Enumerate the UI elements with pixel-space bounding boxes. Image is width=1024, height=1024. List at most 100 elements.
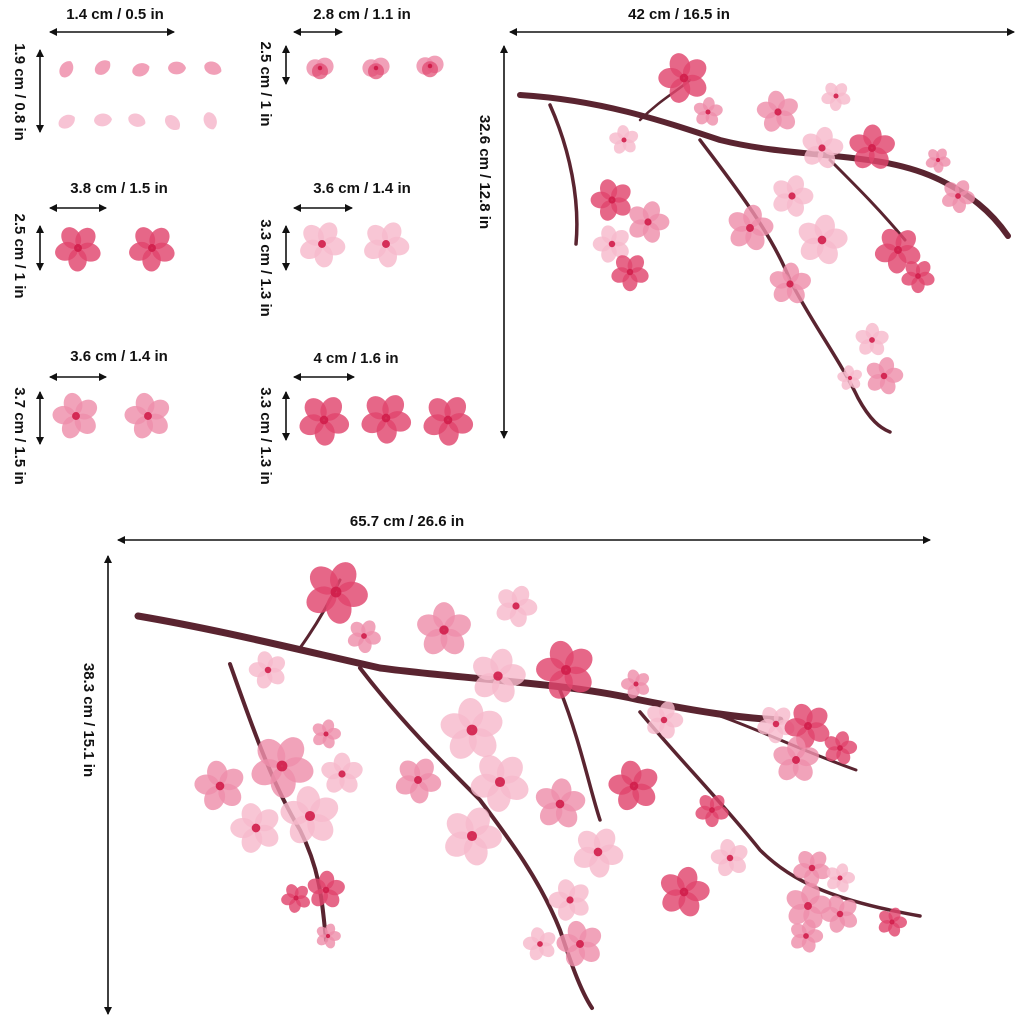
small-blossom-icon — [129, 227, 175, 272]
small-branch-height-label: 32.6 cm / 12.8 in — [476, 114, 493, 230]
cherry-blossom-branch-icon — [798, 214, 848, 265]
cherry-blossom-branch-icon — [251, 737, 314, 799]
pale-blossom-icon — [300, 222, 346, 268]
cherry-blossom-branch-icon — [629, 201, 670, 243]
small-branch-twig — [548, 103, 579, 246]
cherry-blossom-branch-icon — [445, 807, 502, 866]
bright-blossom-icon — [361, 395, 412, 444]
cherry-blossom-branch-icon — [496, 585, 538, 628]
small-flowers-width-label: 3.8 cm / 1.5 in — [70, 180, 168, 197]
cherry-blossom-branch-icon — [609, 125, 639, 154]
cherry-blossom-branch-icon — [693, 97, 723, 126]
cherry-blossom-branch-icon — [647, 701, 684, 739]
cherry-blossom-branch-icon — [802, 126, 844, 169]
cherry-blossom-branch-icon — [556, 920, 602, 967]
cherry-blossom-branch-icon — [658, 53, 707, 103]
cherry-blossom-branch-icon — [874, 228, 921, 274]
cherry-blossom-branch-icon — [821, 82, 851, 111]
blossom-bud-icon — [306, 57, 334, 80]
cherry-blossom-branch-icon — [306, 562, 368, 624]
cherry-blossom-branch-icon — [611, 255, 649, 292]
pale-flowers-width-label: 3.6 cm / 1.4 in — [313, 180, 411, 197]
cherry-blossom-branch-icon — [820, 895, 858, 933]
flowers-layer — [52, 53, 975, 967]
cherry-blossom-branch-icon — [347, 620, 381, 654]
cherry-blossom-branch-icon — [837, 365, 862, 390]
pale-blossom-icon — [364, 222, 410, 268]
cherry-blossom-branch-icon — [855, 322, 889, 356]
loose-petal-icon — [203, 112, 217, 130]
loose-petal-icon — [128, 113, 146, 127]
light-flowers-height-label: 3.7 cm / 1.5 in — [11, 387, 28, 485]
large-branch-height-label: 38.3 cm / 15.1 in — [80, 662, 97, 778]
bright-flowers-width-label: 4 cm / 1.6 in — [313, 350, 399, 367]
cherry-blossom-branch-icon — [849, 124, 895, 169]
cherry-blossom-branch-icon — [316, 923, 341, 949]
cherry-blossom-branch-icon — [312, 719, 341, 749]
cherry-blossom-branch-icon — [793, 850, 831, 888]
cherry-blossom-branch-icon — [866, 357, 904, 395]
cherry-blossom-branch-icon — [710, 839, 748, 877]
cherry-blossom-branch-icon — [535, 778, 586, 828]
cherry-blossom-branch-icon — [784, 703, 830, 750]
cherry-blossom-branch-icon — [307, 870, 345, 908]
large-branch-twig — [718, 714, 858, 772]
loose-petal-icon — [168, 61, 186, 75]
loose-petal-icon — [59, 61, 74, 78]
blossom-bud-icon — [416, 55, 444, 78]
pale-flowers-height-label: 3.3 cm / 1.3 in — [257, 219, 274, 317]
cherry-blossom-branch-icon — [791, 919, 824, 953]
dimension-arrows — [36, 28, 1015, 1015]
cherry-blossom-branch-icon — [728, 204, 774, 251]
cherry-blossom-branch-icon — [230, 803, 279, 853]
large-branch-twig — [558, 688, 602, 822]
cherry-blossom-branch-icon — [592, 225, 629, 263]
cherry-blossom-branch-icon — [440, 697, 503, 759]
cherry-blossom-branch-icon — [281, 884, 310, 913]
cherry-blossom-branch-icon — [756, 90, 798, 132]
cherry-blossom-branch-icon — [608, 760, 658, 811]
cherry-blossom-branch-icon — [548, 879, 589, 921]
small-branch-twig — [698, 138, 892, 434]
petals-height-label: 1.9 cm / 0.8 in — [11, 43, 28, 141]
loose-petal-icon — [58, 114, 75, 129]
cherry-blossom-branch-icon — [878, 907, 907, 937]
cherry-blossom-branch-icon — [901, 261, 935, 294]
cherry-blossom-branch-icon — [321, 752, 363, 793]
cherry-blossom-branch-icon — [280, 786, 339, 844]
cherry-blossom-branch-icon — [773, 175, 814, 217]
large-branch-width-label: 65.7 cm / 26.6 in — [349, 513, 465, 530]
cherry-blossom-branch-icon — [573, 828, 624, 878]
loose-petal-icon — [204, 61, 222, 75]
buds-height-label: 2.5 cm / 1 in — [257, 41, 274, 127]
cherry-blossom-branch-icon — [695, 795, 729, 828]
bright-blossom-icon — [423, 397, 474, 446]
light-flowers-width-label: 3.6 cm / 1.4 in — [70, 348, 168, 365]
cherry-blossom-branch-icon — [773, 736, 819, 781]
loose-petal-icon — [94, 113, 112, 127]
light-blossom-icon — [124, 392, 170, 439]
cherry-blossom-branch-icon — [536, 640, 593, 699]
bright-flowers-height-label: 3.3 cm / 1.3 in — [257, 387, 274, 485]
cherry-blossom-branch-icon — [417, 602, 471, 655]
cherry-blossom-branch-icon — [194, 760, 244, 811]
cherry-blossom-branch-icon — [769, 262, 811, 304]
cherry-blossom-branch-icon — [660, 866, 710, 917]
cherry-blossom-branch-icon — [395, 758, 442, 804]
cherry-blossom-branch-icon — [473, 648, 526, 703]
small-branch-twig — [828, 158, 907, 242]
bright-blossom-icon — [299, 397, 350, 446]
small-flowers-height-label: 2.5 cm / 1 in — [11, 213, 28, 299]
loose-petal-icon — [94, 60, 111, 75]
loose-petal-icon — [132, 63, 150, 77]
cherry-blossom-branch-icon — [826, 863, 855, 893]
cherry-blossom-branch-icon — [522, 927, 556, 961]
loose-petal-icon — [165, 115, 181, 131]
cherry-blossom-branch-icon — [942, 180, 975, 214]
buds-width-label: 2.8 cm / 1.1 in — [313, 6, 411, 23]
cherry-blossom-branch-icon — [590, 179, 631, 221]
cherry-blossom-branch-icon — [925, 148, 951, 173]
petals-width-label: 1.4 cm / 0.5 in — [66, 6, 164, 23]
cherry-blossom-branch-icon — [470, 755, 529, 812]
